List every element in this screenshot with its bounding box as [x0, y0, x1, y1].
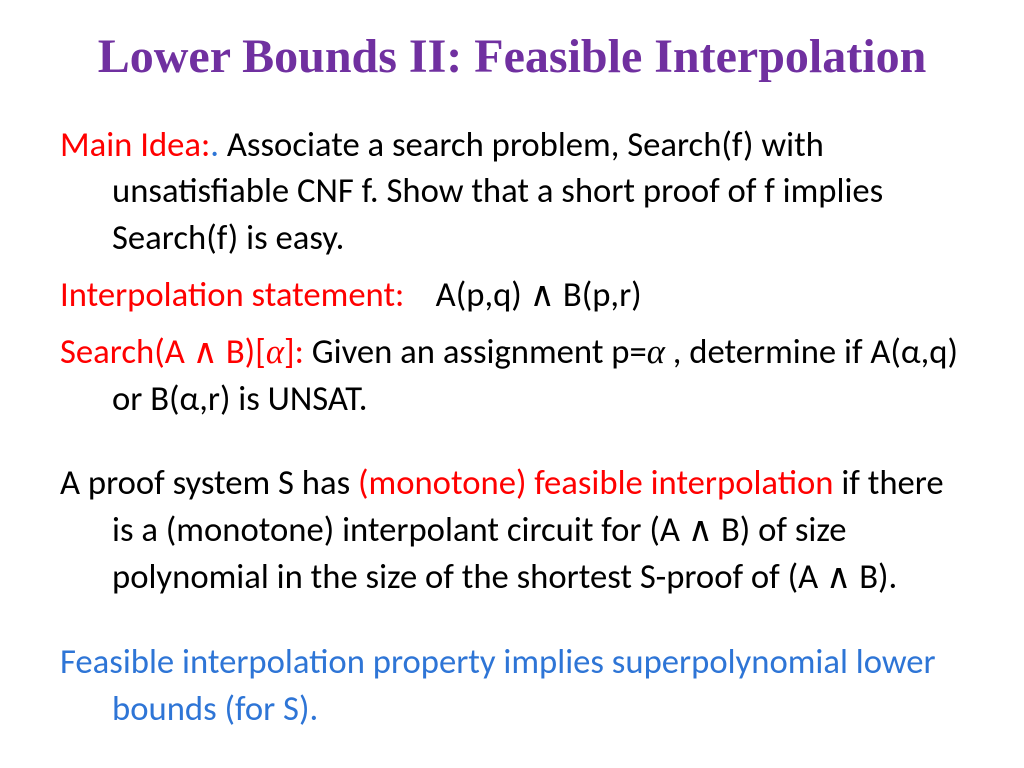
text-interp-suffix: B(p,r) [555, 274, 642, 316]
para-proof-system: A proof system S has (monotone) feasible… [60, 460, 964, 600]
text-ps-mid3: B). [851, 556, 897, 598]
and-symbol-3: ∧ [826, 556, 851, 598]
and-symbol-2: ∧ [688, 509, 713, 551]
text-search-alpha: α [647, 333, 665, 371]
label-search-and: ∧ [193, 331, 218, 373]
label-search-mid: B)[ [218, 331, 266, 373]
para-interpolation-statement: Interpolation statement: A(p,q) ∧ B(p,r) [60, 272, 964, 319]
label-interp-statement: Interpolation statement: [60, 274, 404, 316]
text-interp-prefix: A(p,q) [404, 274, 529, 316]
slide-title: Lower Bounds II: Feasible Interpolation [60, 28, 964, 86]
text-main-idea: Associate a search problem, Search(f) wi… [112, 124, 883, 260]
label-main-idea: Main Idea: [60, 124, 210, 166]
para-main-idea: Main Idea:. Associate a search problem, … [60, 122, 964, 262]
text-conclusion: Feasible interpolation property implies … [60, 641, 936, 730]
and-symbol-1: ∧ [530, 274, 555, 316]
para-search-ab: Search(A ∧ B)[α]: Given an assignment p=… [60, 329, 964, 423]
text-ps-red: (monotone) feasible interpolation [358, 462, 841, 504]
label-search-post: ]: [284, 331, 304, 373]
para-conclusion: Feasible interpolation property implies … [60, 639, 964, 733]
text-search-pre: Given an assignment p= [304, 331, 647, 373]
slide-content: Lower Bounds II: Feasible Interpolation … [0, 0, 1024, 768]
label-search-pre: Search(A [60, 331, 193, 373]
text-ps-pre: A proof system S has [60, 462, 358, 504]
dot: . [210, 124, 219, 166]
label-search-alpha: α [266, 333, 284, 371]
